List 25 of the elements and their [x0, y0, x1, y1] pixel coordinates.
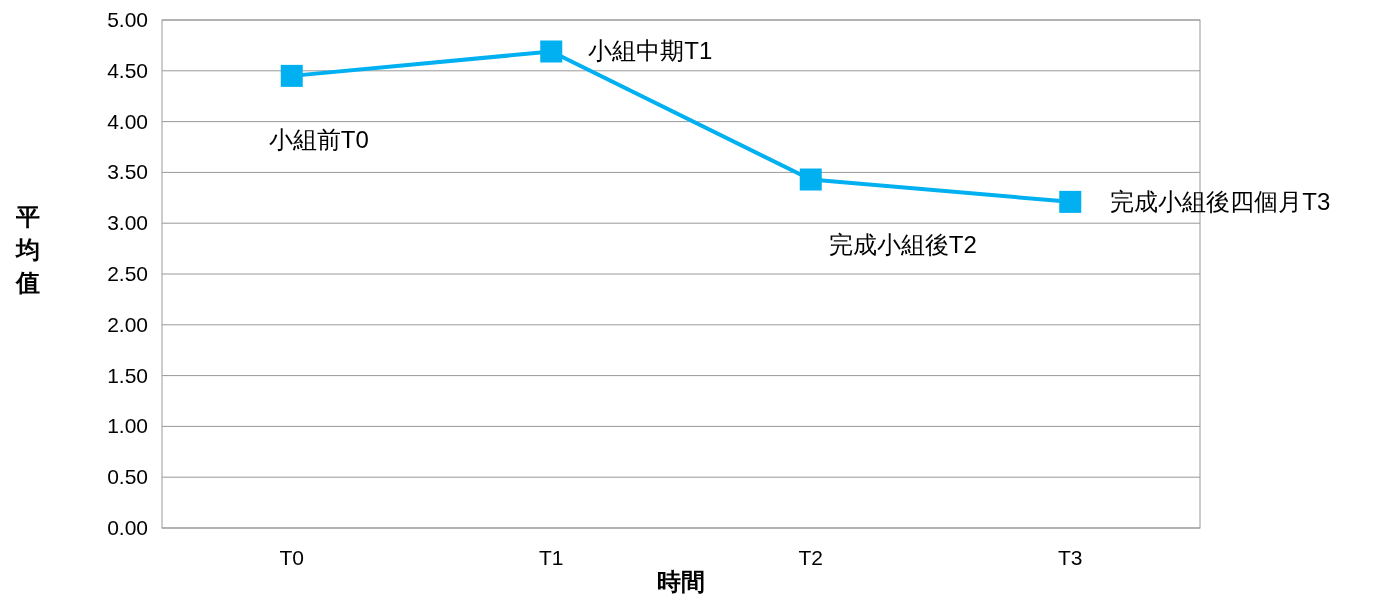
x-tick-label: T1 [538, 546, 564, 569]
x-tick-label: T2 [798, 546, 824, 569]
point [540, 40, 563, 63]
y-tick-label: 2.00 [107, 312, 148, 336]
annotation: 小組中期T1 [588, 37, 713, 65]
y-axis-title: 平均值 [14, 203, 40, 296]
point [280, 64, 303, 87]
y-tick-label: 3.00 [107, 211, 148, 235]
y-tick-label: 4.00 [107, 109, 148, 133]
y-tick-label: 1.00 [107, 414, 148, 438]
y-tick-label: 0.00 [107, 516, 148, 539]
y-tick-label: 4.50 [107, 58, 148, 82]
y-tick-label: 3.50 [107, 160, 148, 184]
y-tick-label: 2.50 [107, 262, 148, 285]
y-tick-label: 5.00 [107, 8, 148, 31]
x-axis-title: 時間 [657, 568, 705, 594]
y-tick-label: 1.50 [107, 363, 148, 387]
annotation: 完成小組後四個月T3 [1110, 187, 1331, 215]
y-tick-label: 0.50 [107, 465, 148, 489]
point [799, 168, 822, 191]
annotation: 完成小組後T2 [828, 230, 977, 258]
x-tick-label: T3 [1057, 546, 1083, 569]
point [1059, 190, 1082, 213]
annotation: 小組前T0 [268, 125, 369, 153]
x-tick-label: T0 [279, 546, 305, 569]
